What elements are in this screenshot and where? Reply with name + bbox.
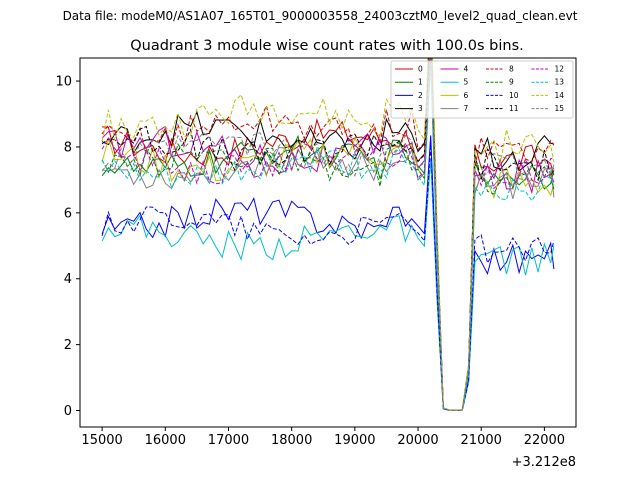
- legend-label-4: 4: [464, 65, 469, 74]
- legend-label-7: 7: [464, 104, 469, 113]
- legend-label-11: 11: [509, 104, 519, 113]
- legend-label-13: 13: [555, 78, 565, 87]
- legend-label-3: 3: [418, 104, 423, 113]
- x-tick-label: 18000: [271, 433, 312, 448]
- x-tick-label: 17000: [208, 433, 249, 448]
- series-line-5: [101, 159, 555, 411]
- x-tick-label: 22000: [524, 433, 565, 448]
- series-line-2: [101, 135, 555, 411]
- y-axis: 0 2 4 6 8 10: [55, 75, 80, 419]
- plot-area-frame: [79, 57, 577, 428]
- y-tick-label: 6: [64, 206, 72, 221]
- y-tick-label: 2: [64, 338, 72, 353]
- series-line-7: [101, 59, 555, 411]
- legend-label-14: 14: [555, 91, 565, 100]
- x-tick-label: 16000: [145, 433, 186, 448]
- legend-label-8: 8: [509, 65, 514, 74]
- legend-label-5: 5: [464, 78, 469, 87]
- y-tick-label: 8: [64, 140, 72, 155]
- legend-label-10: 10: [509, 91, 519, 100]
- series-line-10: [101, 144, 555, 411]
- series-layer: [101, 58, 555, 411]
- chart-title: Quadrant 3 module wise count rates with …: [130, 38, 524, 54]
- x-axis: 15000 16000 17000 18000 19000 20000 21000 22000: [81, 427, 565, 448]
- series-line-11: [101, 58, 555, 411]
- series-line-8: [101, 58, 555, 411]
- x-tick-label: 20000: [397, 433, 438, 448]
- legend-label-12: 12: [555, 65, 565, 74]
- x-tick-label: 19000: [334, 433, 375, 448]
- series-line-3: [101, 58, 555, 411]
- legend-label-2: 2: [418, 91, 423, 100]
- legend-label-15: 15: [555, 104, 565, 113]
- x-tick-label: 21000: [461, 433, 502, 448]
- legend-label-0: 0: [418, 65, 423, 74]
- y-tick-label: 4: [64, 272, 72, 287]
- series-line-12: [101, 58, 554, 411]
- y-tick-label: 0: [64, 404, 72, 419]
- legend-box: [390, 60, 574, 119]
- x-tick-label: 15000: [81, 433, 122, 448]
- series-line-13: [101, 64, 555, 411]
- chart-suptitle: Data file: modeM0/AS1A07_165T01_90000035…: [63, 9, 578, 23]
- x-offset-label: +3.212e8: [512, 455, 576, 470]
- series-line-15: [101, 58, 555, 411]
- series-line-14: [101, 58, 555, 411]
- legend-label-6: 6: [464, 91, 469, 100]
- series-line-9: [101, 58, 555, 411]
- legend-label-1: 1: [418, 78, 423, 87]
- y-tick-label: 10: [55, 75, 72, 90]
- legend-label-9: 9: [509, 78, 514, 87]
